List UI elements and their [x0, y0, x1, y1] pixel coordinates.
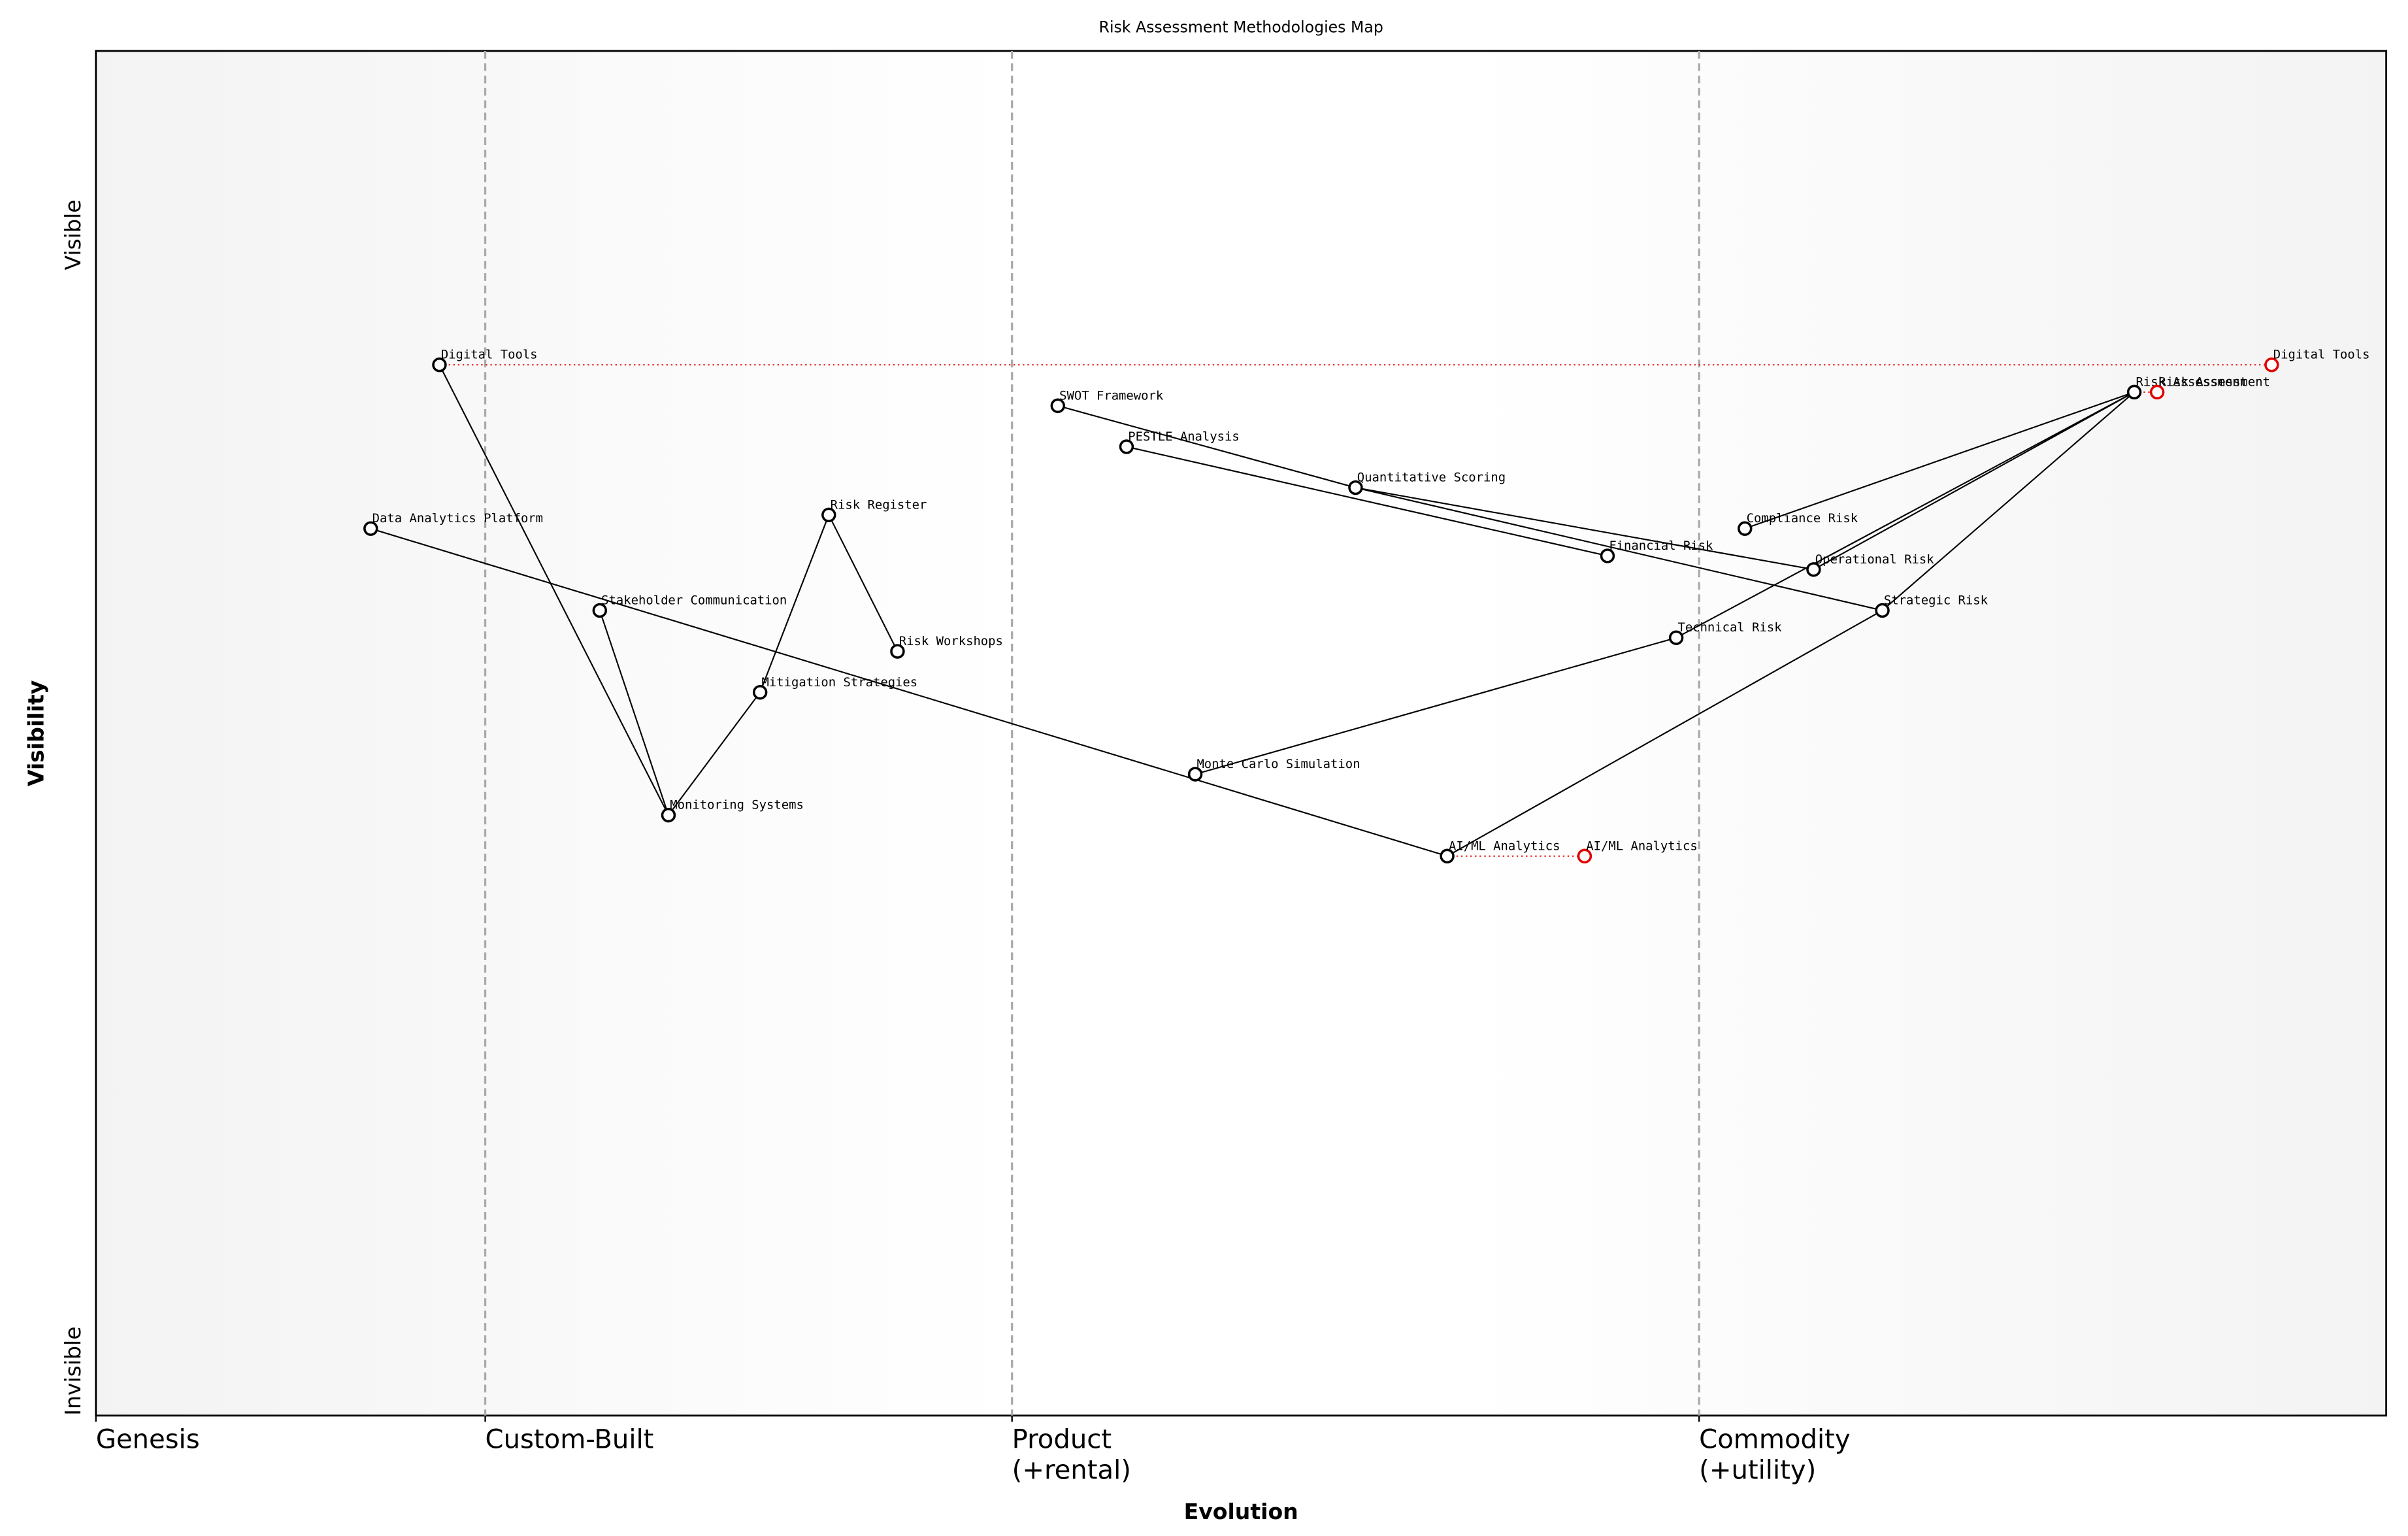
component-label: PESTLE Analysis — [1128, 429, 1239, 444]
y-end-label: Visible — [60, 199, 86, 270]
chart-title: Risk Assessment Methodologies Map — [1099, 18, 1383, 37]
y-axis-title: Visibility — [23, 680, 48, 786]
link — [1195, 637, 1677, 775]
component-label: Digital Tools — [441, 348, 538, 362]
component — [1119, 439, 1134, 454]
evolved-label: Risk Assessment — [2159, 375, 2270, 389]
component-label: Strategic Risk — [1884, 593, 1988, 608]
link — [828, 514, 899, 652]
stage-label: (+utility) — [1699, 1456, 1816, 1486]
component — [363, 521, 378, 536]
component-label: Financial Risk — [1609, 539, 1713, 553]
plot-area — [95, 50, 2388, 1417]
component — [1600, 548, 1615, 563]
component — [1440, 848, 1455, 863]
stage-label: Commodity — [1699, 1424, 1850, 1454]
component-label: Monte Carlo Simulation — [1196, 757, 1360, 771]
component — [1875, 603, 1890, 618]
link — [1057, 405, 1356, 489]
component-label: Quantitative Scoring — [1357, 471, 1506, 485]
component-label: Stakeholder Communication — [601, 593, 787, 608]
component — [1348, 480, 1363, 495]
x-axis-title: Evolution — [1184, 1499, 1298, 1524]
link — [438, 364, 669, 816]
evolved-component — [1577, 848, 1592, 863]
component — [1738, 521, 1753, 536]
stage-label: Custom-Built — [486, 1424, 654, 1454]
component-label: Risk Workshops — [899, 634, 1003, 648]
component-label: Risk Assessment — [2136, 375, 2247, 389]
link — [599, 610, 669, 816]
evolved-label: AI/ML Analytics — [1586, 839, 1697, 853]
component — [432, 357, 447, 373]
component-label: Risk Register — [831, 497, 927, 512]
component-label: Mitigation Strategies — [762, 675, 918, 690]
component-label: SWOT Framework — [1059, 388, 1164, 403]
component-label: AI/ML Analytics — [1449, 839, 1560, 853]
component-label: Operational Risk — [1815, 552, 1934, 567]
component — [1806, 562, 1821, 577]
y-end-label: Invisible — [60, 1326, 86, 1415]
component — [1668, 630, 1684, 645]
evolved-label: Digital Tools — [2273, 348, 2370, 362]
component — [752, 685, 768, 700]
component-label: Compliance Risk — [1747, 511, 1858, 526]
link — [371, 527, 1447, 857]
stage-label: (+rental) — [1012, 1456, 1131, 1486]
link — [1355, 487, 1814, 571]
component — [1050, 398, 1066, 413]
link — [1126, 446, 1608, 557]
stage-label: Genesis — [96, 1424, 200, 1454]
link — [1881, 392, 2135, 611]
component — [821, 507, 836, 523]
link — [1813, 391, 2135, 571]
component-label: Monitoring Systems — [670, 798, 804, 812]
component-label: Data Analytics Platform — [372, 511, 543, 526]
link — [1447, 610, 1883, 857]
component — [1187, 767, 1203, 782]
component — [592, 603, 608, 618]
evolved-component — [2149, 384, 2165, 400]
link — [668, 692, 761, 816]
component — [890, 644, 905, 659]
stage-label: Product — [1012, 1424, 1112, 1454]
component — [661, 807, 676, 823]
evolved-component — [2264, 357, 2279, 373]
link — [1355, 487, 1883, 611]
component — [2126, 384, 2142, 400]
link — [1675, 391, 2135, 639]
link — [1744, 391, 2135, 529]
component-label: Technical Risk — [1677, 620, 1782, 635]
link — [759, 514, 830, 693]
